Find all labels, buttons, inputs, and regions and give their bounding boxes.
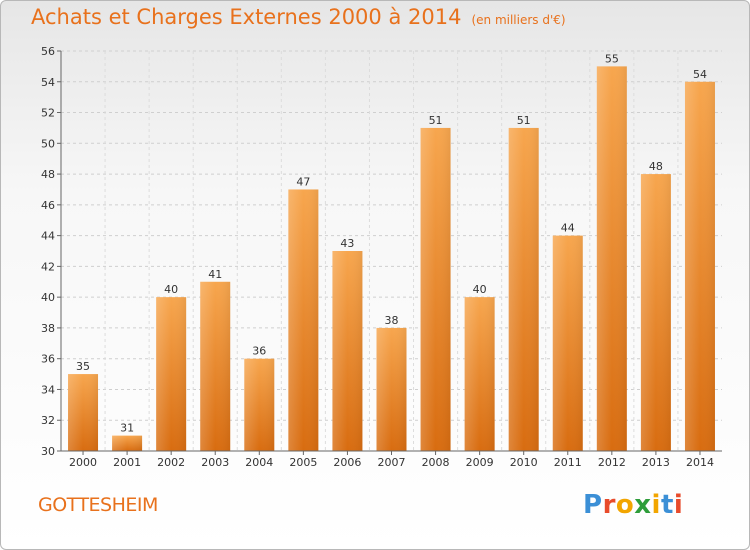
bar-shine — [112, 435, 143, 451]
y-tick-label: 50 — [41, 137, 55, 150]
data-label-2005: 47 — [296, 175, 310, 188]
x-tick-label: 2014 — [686, 456, 714, 469]
x-tick-label: 2005 — [289, 456, 317, 469]
bar-shine — [376, 327, 407, 451]
y-tick-label: 40 — [41, 291, 55, 304]
data-label-2007: 38 — [385, 314, 399, 327]
x-tick-label: 2003 — [201, 456, 229, 469]
x-tick-label: 2012 — [598, 456, 626, 469]
chart-subtitle: (en milliers d'€) — [471, 13, 566, 27]
proxiti-logo[interactable]: Proxiti — [583, 490, 684, 520]
bar-shine — [244, 358, 275, 451]
data-label-2013: 48 — [649, 160, 663, 173]
axes: 30 32 34 36 38 40 42 44 46 48 50 52 54 56 2000 2001 2002… — [41, 45, 722, 469]
y-tick-label: 38 — [41, 322, 55, 335]
bar-shine — [288, 189, 319, 451]
bar-shine — [596, 66, 627, 451]
chart-title-text: Achats et Charges Externes 2000 à 2014 — [31, 5, 462, 29]
data-label-2006: 43 — [340, 237, 354, 250]
data-label-2010: 51 — [517, 114, 531, 127]
data-label-2003: 41 — [208, 268, 222, 281]
bar-shine — [200, 281, 231, 451]
y-tick-label: 48 — [41, 168, 55, 181]
x-tick-label: 2000 — [69, 456, 97, 469]
x-tick-label: 2007 — [378, 456, 406, 469]
y-tick-label: 56 — [41, 45, 55, 58]
data-label-2004: 36 — [252, 345, 266, 358]
x-tick-label: 2006 — [333, 456, 361, 469]
data-label-2008: 51 — [429, 114, 443, 127]
data-label-2001: 31 — [120, 422, 134, 435]
y-tick-label: 54 — [41, 76, 55, 89]
data-label-2002: 40 — [164, 283, 178, 296]
bar-shine — [552, 235, 583, 451]
bar-shine — [420, 127, 451, 451]
bar-shine — [508, 127, 539, 451]
y-tick-label: 42 — [41, 260, 55, 273]
x-tick-label: 2001 — [113, 456, 141, 469]
y-tick-label: 52 — [41, 107, 55, 120]
x-tick-label: 2013 — [642, 456, 670, 469]
data-label-2009: 40 — [473, 283, 487, 296]
x-tick-label: 2008 — [422, 456, 450, 469]
chart-title: Achats et Charges Externes 2000 à 2014 (e… — [31, 5, 566, 29]
bar-shine — [640, 174, 671, 452]
y-tick-label: 30 — [41, 445, 55, 458]
x-tick-label: 2002 — [157, 456, 185, 469]
y-tick-label: 34 — [41, 383, 55, 396]
y-tick-label: 46 — [41, 199, 55, 212]
x-tick-label: 2009 — [466, 456, 494, 469]
x-tick-label: 2010 — [510, 456, 538, 469]
x-tick-label: 2004 — [245, 456, 273, 469]
bars: 35 31 40 41 36 47 43 38 51 40 51 44 55 48 54 — [68, 52, 715, 452]
data-label-2014: 54 — [693, 68, 707, 81]
data-label-2012: 55 — [605, 52, 619, 65]
bar-shine — [464, 297, 495, 451]
data-label-2011: 44 — [561, 222, 575, 235]
x-tick-label: 2011 — [554, 456, 582, 469]
y-tick-label: 44 — [41, 230, 55, 243]
y-tick-label: 32 — [41, 414, 55, 427]
bar-shine — [68, 374, 99, 451]
bar-shine — [332, 251, 363, 451]
commune-name: GOTTESHEIM — [38, 494, 158, 516]
data-label-2000: 35 — [76, 360, 90, 373]
bar-shine — [156, 297, 187, 451]
bar-shine — [684, 81, 715, 452]
y-tick-label: 36 — [41, 353, 55, 366]
